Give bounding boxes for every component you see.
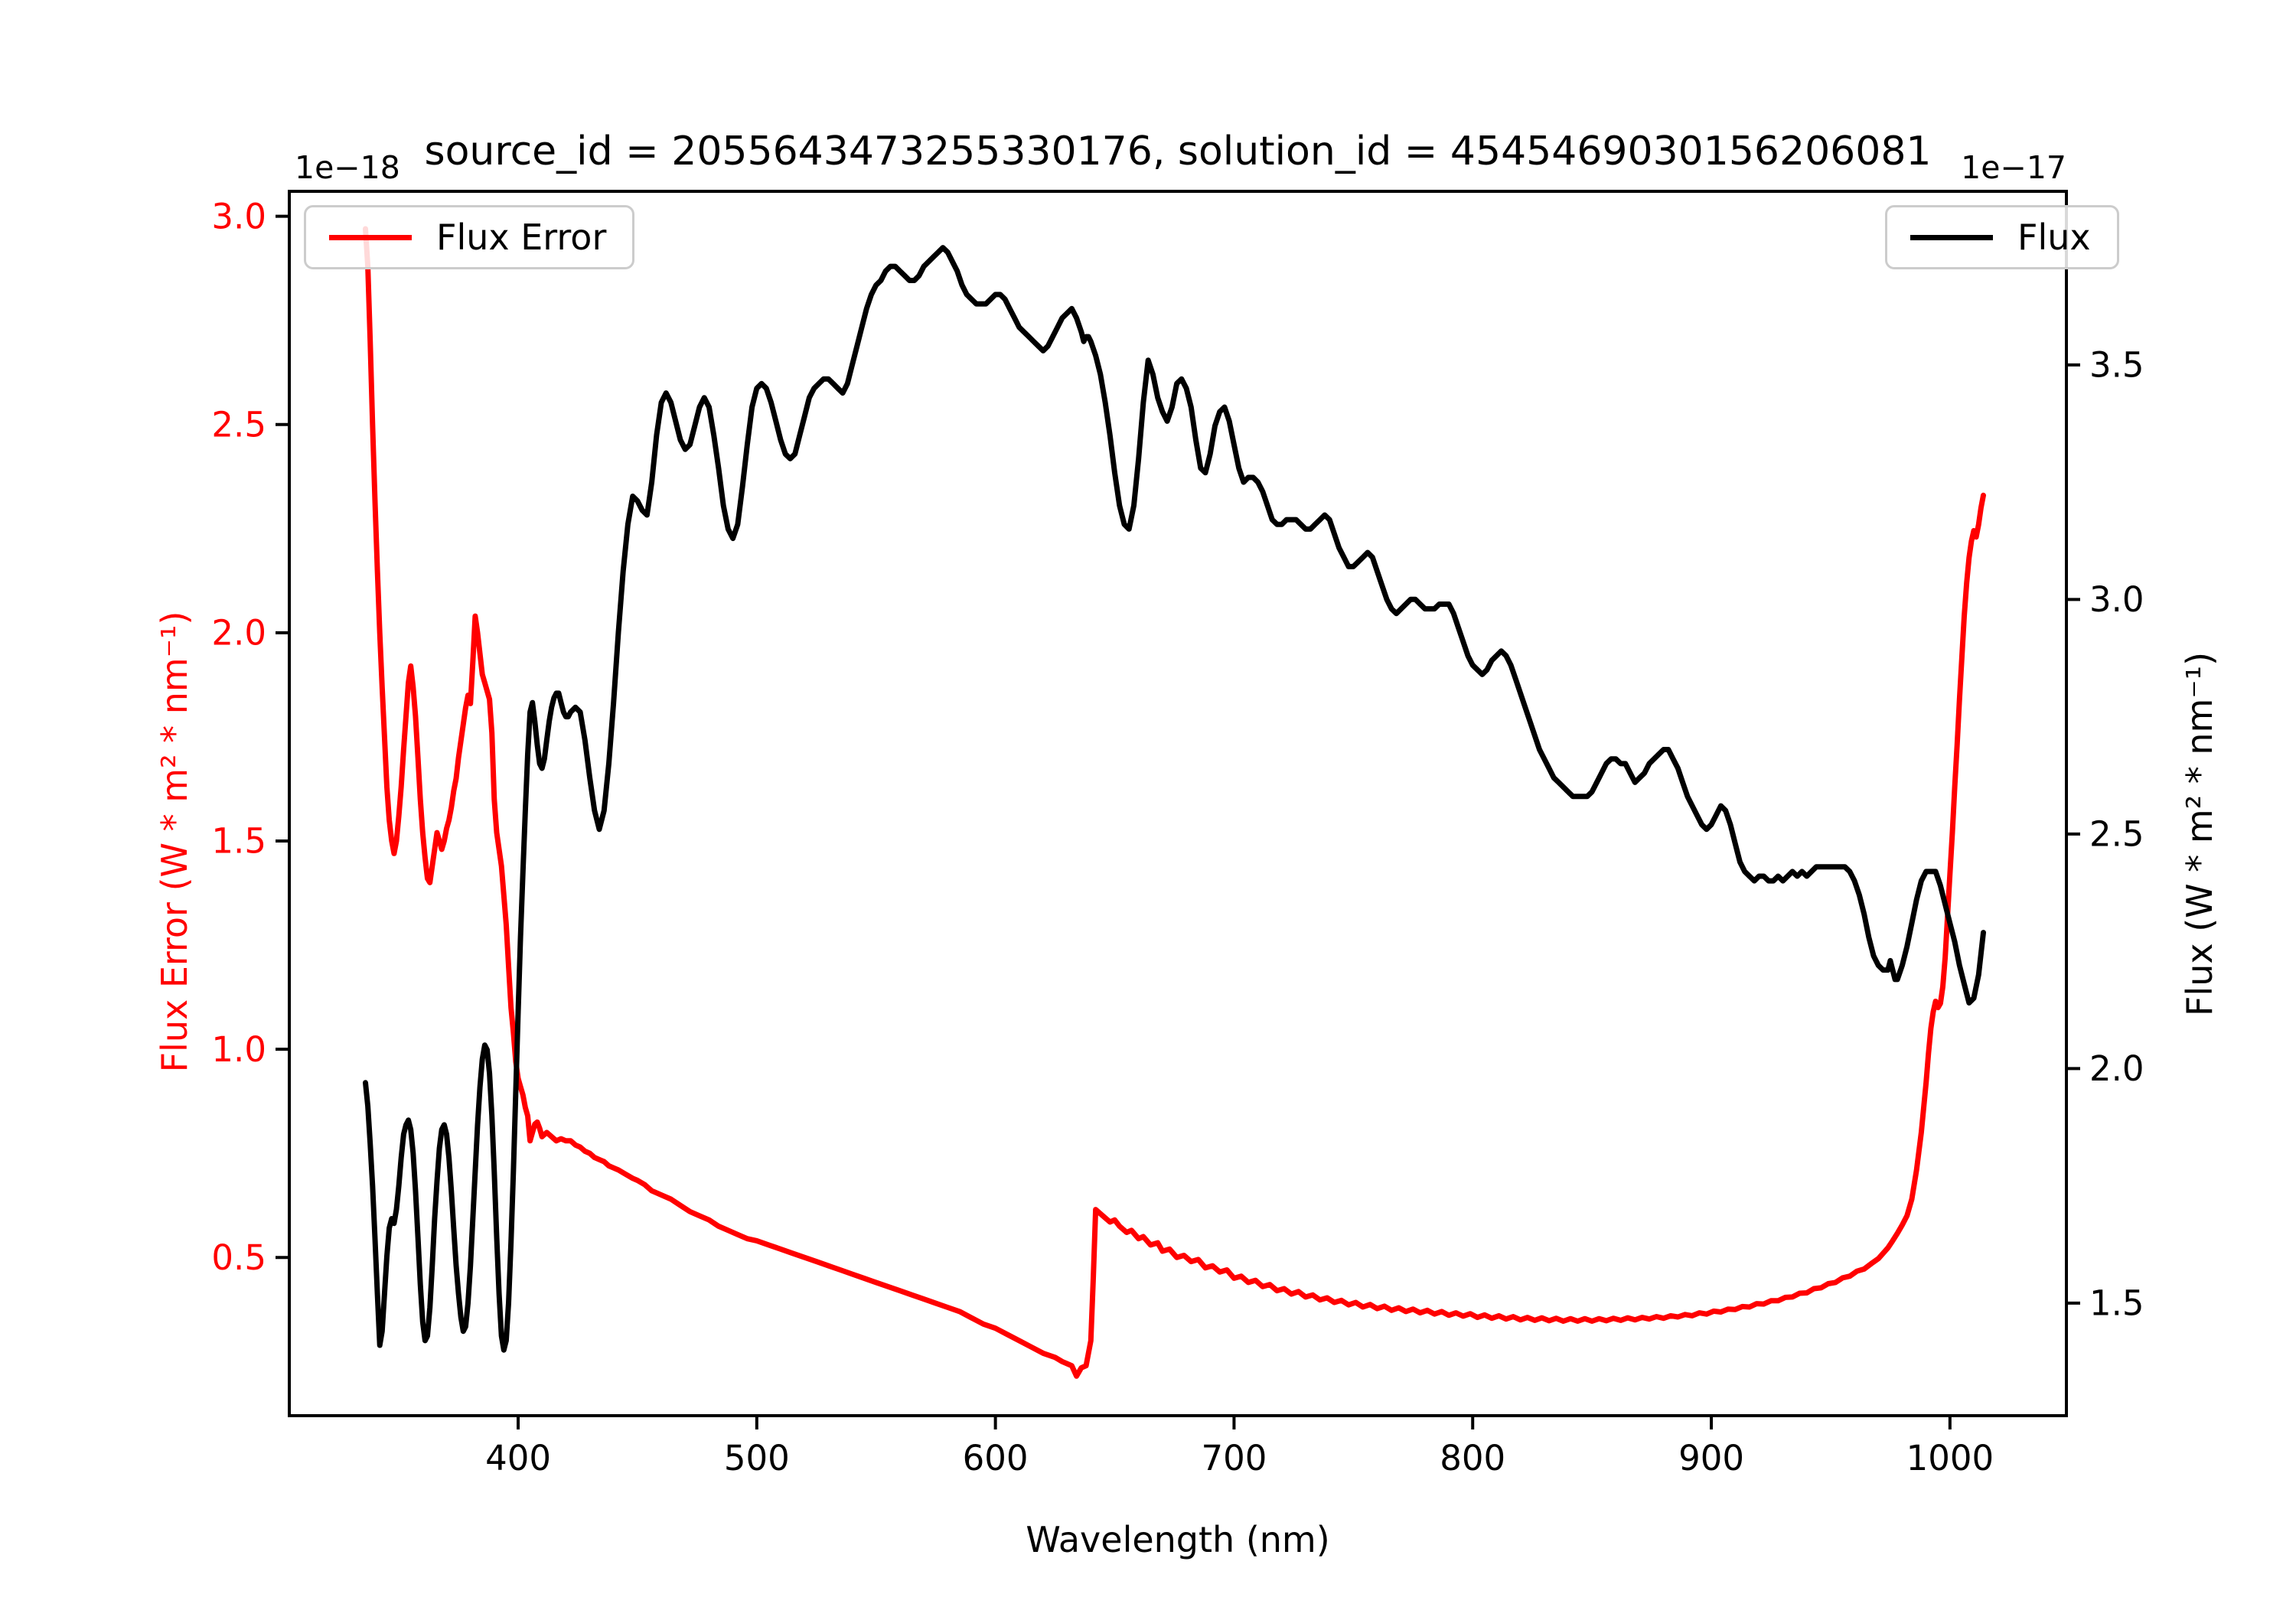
flux-error-legend-label: Flux Error — [436, 217, 607, 258]
flux-legend-line-icon — [1910, 234, 1993, 240]
legend-flux-error: Flux Error — [304, 205, 635, 269]
data-series — [363, 226, 1986, 1379]
flux-legend-label: Flux — [2017, 217, 2091, 258]
x-tick-label: 900 — [1678, 1438, 1744, 1478]
right-y-tick-label: 1.5 — [2089, 1283, 2144, 1324]
left-y-tick-label: 2.0 — [211, 613, 266, 654]
left-y-tick-label: 0.5 — [211, 1237, 266, 1278]
left-y-tick-label: 3.0 — [211, 196, 266, 236]
right-y-axis-label: Flux (W * m² * nm⁻¹) — [2179, 651, 2220, 1017]
chart-title: source_id = 2055643473255330176, solutio… — [424, 129, 1932, 174]
x-tick-label: 1000 — [1906, 1438, 1994, 1478]
x-tick-label: 500 — [724, 1438, 790, 1478]
flux-line — [363, 245, 1986, 1353]
left-y-tick-label: 1.5 — [211, 821, 266, 862]
left-y-axis-label: Flux Error (W * m² * nm⁻¹) — [154, 611, 195, 1073]
x-tick-label: 600 — [963, 1438, 1029, 1478]
flux-error-legend-line-icon — [329, 234, 412, 240]
x-tick-label: 800 — [1440, 1438, 1505, 1478]
right-y-tick-label: 2.0 — [2089, 1048, 2144, 1089]
x-tick-label: 700 — [1201, 1438, 1267, 1478]
x-tick-label: 400 — [485, 1438, 551, 1478]
right-y-tick-label: 3.0 — [2089, 579, 2144, 620]
legend-flux: Flux — [1885, 205, 2119, 269]
left-y-tick-label: 1.0 — [211, 1029, 266, 1070]
tick-labels: 400 500 600 700 800 900 1000 0.5 1.0 1.5 2.0 2.5 3.0… — [211, 196, 2144, 1478]
right-y-tick-label: 2.5 — [2089, 814, 2144, 855]
right-axis-offset-label: 1e−17 — [1961, 149, 2066, 186]
tick-marks — [276, 214, 2080, 1429]
left-y-tick-label: 2.5 — [211, 405, 266, 445]
left-axis-offset-label: 1e−18 — [295, 149, 400, 186]
flux-error-line — [363, 226, 1986, 1379]
axes-spines — [288, 190, 2068, 1417]
x-axis-label: Wavelength (nm) — [1026, 1519, 1330, 1560]
right-y-tick-label: 3.5 — [2089, 345, 2144, 386]
